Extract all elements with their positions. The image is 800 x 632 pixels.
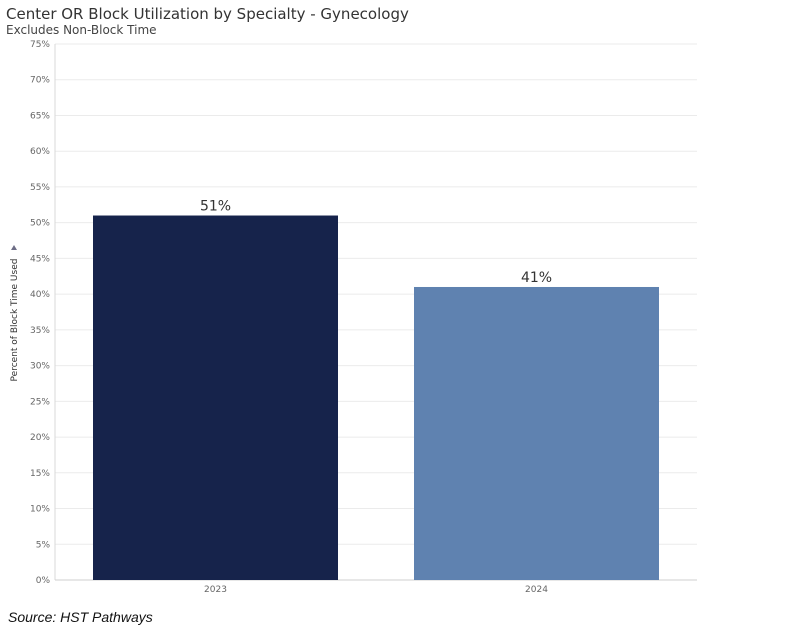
source-note: Source: HST Pathways — [8, 609, 153, 625]
y-tick-label: 45% — [30, 254, 50, 264]
sort-icon — [11, 245, 17, 250]
y-tick-label: 65% — [30, 111, 50, 121]
y-tick-label: 30% — [30, 362, 50, 372]
y-tick-label: 50% — [30, 219, 50, 229]
y-axis-title: Percent of Block Time Used — [10, 259, 20, 382]
y-tick-label: 70% — [30, 76, 50, 86]
y-tick-label: 10% — [30, 505, 50, 515]
chart-title: Center OR Block Utilization by Specialty… — [6, 5, 409, 23]
y-tick-label: 0% — [36, 576, 51, 586]
y-tick-label: 35% — [30, 326, 50, 336]
bar-value-label: 41% — [521, 270, 552, 286]
y-tick-label: 15% — [30, 469, 50, 479]
y-tick-label: 5% — [36, 540, 51, 550]
y-tick-label: 60% — [30, 147, 50, 157]
bar — [93, 215, 338, 580]
bar-value-label: 51% — [200, 199, 231, 215]
bar — [414, 286, 659, 580]
y-tick-label: 75% — [30, 40, 50, 50]
chart-subtitle: Excludes Non-Block Time — [6, 23, 157, 37]
y-tick-label: 55% — [30, 183, 50, 193]
y-tick-label: 40% — [30, 290, 50, 300]
x-tick-label: 2024 — [525, 585, 548, 595]
x-tick-label: 2023 — [204, 585, 227, 595]
y-tick-label: 25% — [30, 397, 50, 407]
y-tick-label: 20% — [30, 433, 50, 443]
